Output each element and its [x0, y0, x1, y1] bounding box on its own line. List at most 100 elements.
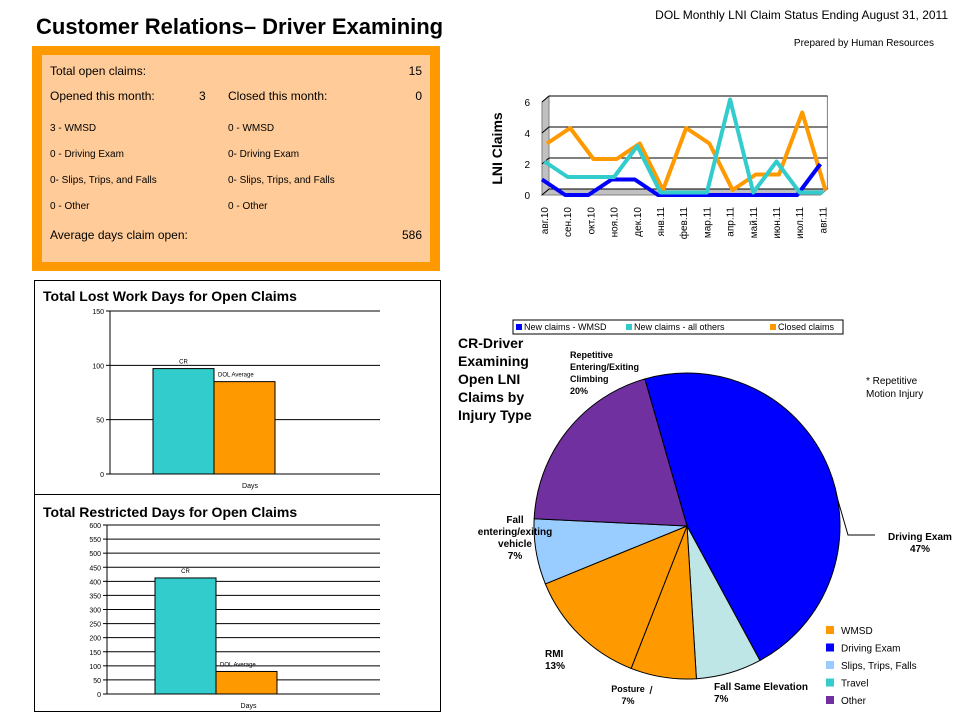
- pie-title-line: CR-Driver: [458, 335, 524, 351]
- opened-label: Opened this month:: [50, 89, 155, 103]
- leader-line: [649, 685, 653, 695]
- opened-item: 3 - WMSD: [50, 123, 97, 134]
- slice-label-line: Climbing: [570, 374, 609, 384]
- avg-days-label: Average days claim open:: [50, 228, 188, 242]
- y-tick-label: 150: [92, 309, 104, 316]
- pie-title-line: Injury Type: [458, 407, 532, 423]
- lost-days-panel: Total Lost Work Days for Open Claims 0 50…: [34, 280, 441, 495]
- legend-label: New claims - WMSD: [524, 322, 607, 332]
- series-line: [540, 162, 823, 197]
- pie-title-line: Open LNI: [458, 371, 520, 387]
- y-tick-label: 50: [93, 678, 101, 685]
- x-tick-label: ноя.10: [610, 207, 621, 238]
- y-tick-label: 600: [89, 523, 101, 530]
- x-tick-label: май.11: [749, 207, 760, 239]
- legend-label: Slips, Trips, Falls: [841, 661, 917, 672]
- total-open-label: Total open claims:: [50, 64, 147, 78]
- claims-summary-inner: Total open claims: 15 Opened this month:…: [42, 55, 430, 262]
- y-tick-label: 100: [89, 664, 101, 671]
- lni-claims-line-chart: 0 2 4 6 LNI Claims авг.10 сен.10 окт.10 ноя.10 де…: [489, 94, 844, 335]
- slice-percent: 20%: [570, 386, 588, 396]
- legend-label: WMSD: [841, 626, 873, 637]
- x-tick-label: июн.11: [772, 207, 783, 239]
- restricted-days-title: Total Restricted Days for Open Claims: [43, 504, 298, 520]
- gridline: [541, 95, 550, 103]
- footnote-line: Motion Injury: [866, 389, 923, 400]
- pie-title-line: Claims by: [458, 389, 524, 405]
- bar: [152, 368, 215, 475]
- slice-label-line: Repetitive: [570, 350, 613, 360]
- legend-swatch: [516, 324, 522, 330]
- x-tick-label: сен.10: [563, 207, 574, 237]
- opened-item: 0 - Driving Exam: [50, 149, 124, 160]
- y-tick-label: 400: [89, 579, 101, 586]
- closed-item: 0 - WMSD: [228, 123, 275, 134]
- legend-label: Closed claims: [778, 322, 835, 332]
- pie-title-line: Examining: [458, 353, 529, 369]
- y-tick-label: 150: [89, 650, 101, 657]
- y-tick-label: 450: [89, 565, 101, 572]
- opened-item: 0- Slips, Trips, and Falls: [50, 175, 157, 186]
- legend-box: [512, 319, 844, 335]
- x-tick-label: июл.11: [795, 207, 806, 239]
- legend-label: Other: [841, 696, 867, 707]
- x-tick-label: Days: [242, 483, 258, 490]
- slice-label: Posture 7%: [611, 684, 645, 706]
- bar-label: CR: [181, 569, 190, 575]
- slice-label-line: Posture: [611, 684, 645, 694]
- legend-label: Travel: [841, 679, 868, 690]
- y-tick-label: 4: [524, 129, 530, 140]
- x-tick-label: апр.11: [726, 207, 737, 237]
- slice-label-line: Driving Exam: [888, 532, 952, 543]
- y-tick-label: 0: [97, 692, 101, 699]
- y-tick-label: 500: [89, 551, 101, 558]
- closed-item: 0- Slips, Trips, and Falls: [228, 175, 335, 186]
- y-tick-label: 250: [89, 622, 101, 629]
- slice-percent: 47%: [910, 544, 930, 555]
- x-tick-label: окт.10: [586, 207, 597, 235]
- closed-item: 0- Driving Exam: [228, 149, 300, 160]
- report-period: DOL Monthly LNI Claim Status Ending Augu…: [655, 8, 948, 22]
- slice-label: RMI 13%: [545, 649, 565, 672]
- x-tick-label: дек.10: [633, 207, 644, 237]
- slice-percent: 13%: [545, 661, 565, 672]
- restricted-days-panel: Total Restricted Days for Open Claims 0 5…: [34, 494, 441, 712]
- slice-label-line: entering/exiting: [478, 527, 552, 538]
- bar-label: DOL Average: [218, 373, 254, 379]
- legend-swatch: [826, 661, 834, 669]
- legend-label: Driving Exam: [841, 644, 900, 655]
- pie-slice: [533, 378, 688, 527]
- pie-slice: [544, 525, 688, 670]
- opened-value: 3: [199, 89, 206, 103]
- footnote-line: * Repetitive: [866, 376, 918, 387]
- bar-label: DOL Average: [220, 662, 256, 668]
- series-line: [543, 97, 823, 195]
- pie-title: CR-Driver Examining Open LNI Claims by Injur…: [458, 335, 532, 423]
- legend-swatch: [770, 324, 776, 330]
- claims-summary-box: Total open claims: 15 Opened this month:…: [32, 46, 440, 271]
- injury-type-pie-chart: CR-Driver Examining Open LNI Claims by Injur…: [458, 335, 952, 707]
- legend-swatch: [826, 678, 834, 687]
- gridline: [541, 126, 550, 134]
- slice-label: Repetitive Entering/Exiting Climbing 20%: [570, 350, 639, 396]
- lost-days-bar-chart: 0 50 100 150 CR DOL Average Days: [92, 309, 380, 490]
- prepared-by: Prepared by Human Resources: [793, 38, 934, 49]
- y-axis-label: LNI Claims: [489, 112, 505, 185]
- bar: [154, 577, 217, 695]
- y-tick-label: 50: [96, 418, 104, 425]
- closed-item: 0 - Other: [228, 201, 268, 212]
- x-tick-label: янв.11: [656, 207, 667, 237]
- leader-line: [834, 489, 875, 536]
- x-tick-label: авг.11: [818, 207, 829, 234]
- slice-label-line: Fall: [506, 515, 523, 526]
- y-tick-label: 200: [89, 636, 101, 643]
- legend-swatch: [826, 626, 834, 634]
- bar: [215, 670, 278, 695]
- y-tick-label: 2: [524, 160, 530, 171]
- opened-item: 0 - Other: [50, 201, 90, 212]
- page-title: Customer Relations– Driver Examining: [36, 14, 444, 39]
- slice-label-line: RMI: [545, 649, 564, 660]
- x-tick-label: фев.11: [678, 207, 690, 240]
- y-tick-label: 6: [524, 98, 530, 109]
- slice-label-line: Fall Same Elevation: [714, 682, 808, 693]
